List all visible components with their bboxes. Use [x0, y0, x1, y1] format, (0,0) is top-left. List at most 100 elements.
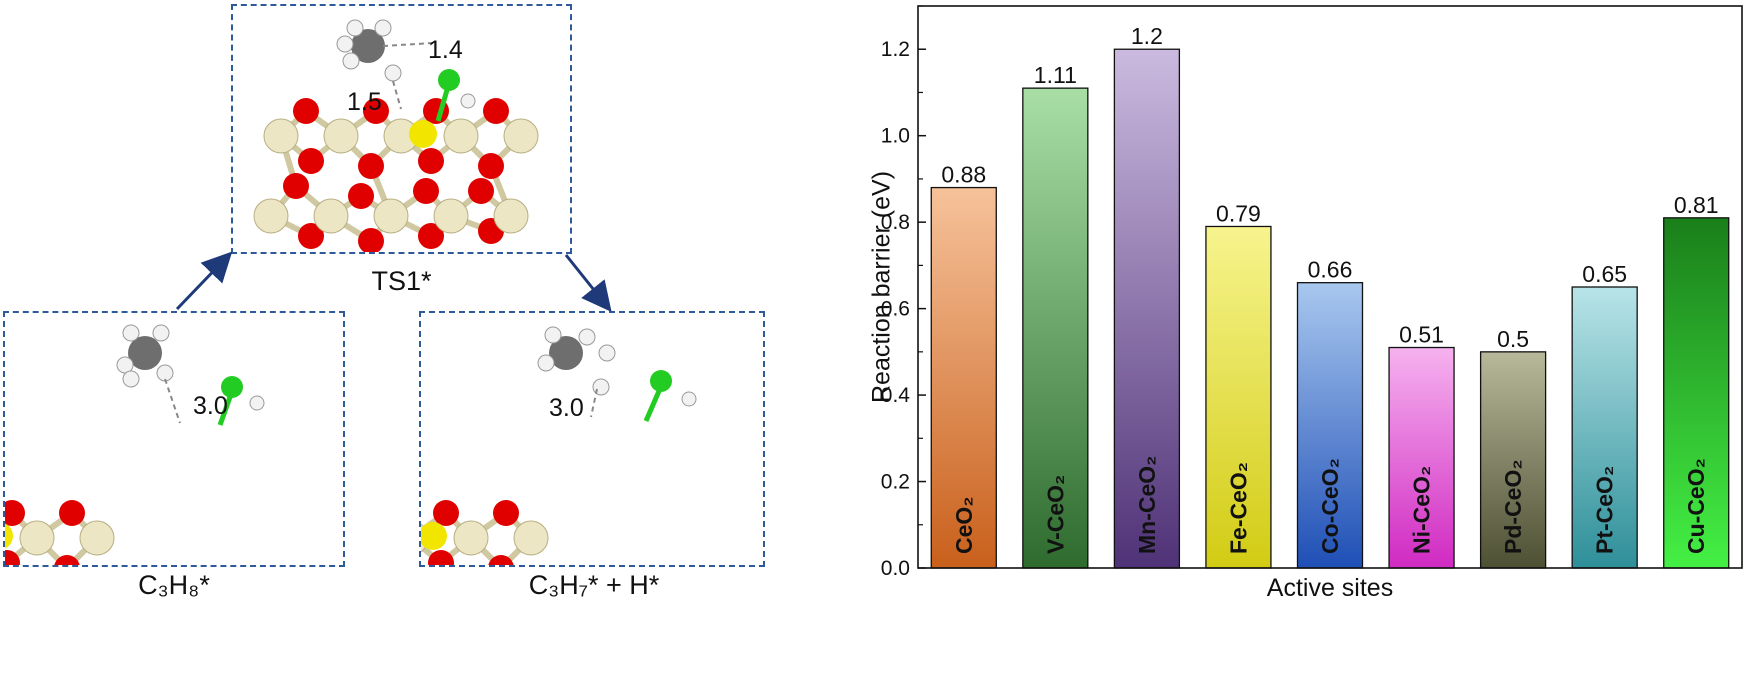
bar	[1113, 48, 1181, 569]
y-tick-label: 0.6	[881, 298, 910, 321]
propyl-fragment	[537, 326, 616, 396]
bar-value-label: 0.79	[1216, 200, 1261, 226]
bar-value-label: 0.66	[1308, 257, 1353, 283]
dopant-atom	[409, 120, 437, 148]
category-label: Fe-CeO₂	[1225, 462, 1251, 554]
cerium-atom	[253, 198, 289, 234]
chlorine-atom	[438, 69, 460, 91]
dopant-atom	[421, 522, 447, 550]
oxygen-atom	[358, 153, 384, 179]
oxygen-atom	[413, 178, 439, 204]
dopant-atom	[5, 523, 13, 549]
category-label: Mn-CeO₂	[1134, 456, 1160, 554]
cerium-atom	[263, 118, 299, 154]
oxygen-atom	[59, 500, 85, 526]
x-axis-title: Active sites	[1267, 574, 1393, 602]
cerium-atom	[513, 520, 549, 556]
distance-label: 1.5	[347, 88, 382, 116]
oxygen-atom	[298, 223, 324, 249]
oxygen-atom	[5, 500, 25, 526]
oxygen-atom	[283, 173, 309, 199]
bar	[1479, 351, 1547, 569]
oxygen-atom	[54, 555, 80, 565]
bar-value-label: 0.81	[1674, 192, 1719, 218]
bar	[930, 186, 997, 569]
propane-molecule	[116, 324, 174, 388]
oxygen-atom	[428, 550, 454, 565]
c3h8-label: C₃H₈*	[138, 570, 210, 600]
category-label: Pt-CeO₂	[1592, 466, 1618, 554]
y-axis: 0.0 0.2 0.4 0.6 0.8 1.0 1.2	[881, 5, 926, 580]
category-label: Co-CeO₂	[1317, 458, 1343, 554]
plot-frame	[917, 5, 1743, 569]
category-label: CeO₂	[951, 496, 977, 554]
category-label: Pd-CeO₂	[1500, 459, 1526, 554]
bar-value-label: 1.2	[1131, 23, 1163, 49]
category-label: Cu-CeO₂	[1683, 458, 1709, 554]
y-tick-label: 0.8	[881, 211, 910, 234]
distance-label: 3.0	[193, 392, 228, 420]
y-tick-label: 1.0	[881, 125, 910, 148]
reaction-barrier-chart: 0.88 CeO₂ 1.11 V-CeO₂ 1.2 Mn-CeO₂ 0.79 Fe-CeO₂ 0…	[868, 5, 1743, 602]
y-tick-label: 1.2	[881, 38, 910, 61]
bar	[1205, 225, 1272, 569]
oxygen-atom	[488, 555, 514, 565]
oxygen-atom	[348, 183, 374, 209]
cerium-atom	[313, 198, 349, 234]
bar-value-label: 0.65	[1582, 261, 1627, 287]
oxygen-atom	[468, 178, 494, 204]
c3h7-h-structure-panel: 3.0	[419, 311, 765, 567]
oxygen-atom	[478, 153, 504, 179]
forward-arrow	[175, 251, 233, 311]
chlorine-atom	[221, 376, 243, 398]
oxygen-atom	[433, 500, 459, 526]
chlorine-atom	[650, 370, 672, 392]
ts1-label: TS1*	[371, 266, 432, 296]
y-tick-label: 0.2	[881, 471, 910, 494]
bar-value-label: 0.5	[1497, 326, 1529, 352]
oxygen-atom	[298, 148, 324, 174]
bar	[1663, 217, 1730, 569]
y-tick-label: 0.0	[881, 557, 910, 580]
cerium-atom	[493, 198, 529, 234]
oxygen-atom	[483, 98, 509, 124]
oxygen-atom	[363, 98, 389, 124]
oxygen-atom	[293, 98, 319, 124]
reaction-arrows	[175, 251, 612, 313]
cerium-atom	[503, 118, 539, 154]
ceria-slab	[253, 98, 539, 252]
oxygen-atom	[493, 500, 519, 526]
cerium-atom	[433, 198, 469, 234]
category-label: V-CeO₂	[1042, 475, 1068, 554]
bar-value-label: 0.51	[1399, 322, 1444, 348]
bar-series: 0.88 CeO₂ 1.11 V-CeO₂ 1.2 Mn-CeO₂ 0.79 Fe-CeO₂ 0…	[930, 23, 1730, 569]
ts1-structure-image: 1.4 1.5	[253, 19, 539, 252]
propane-molecule	[336, 19, 402, 82]
ts1-structure-panel: 1.4 1.5	[231, 4, 572, 254]
distance-label: 3.0	[549, 394, 584, 422]
y-tick-label: 0.4	[881, 384, 911, 407]
y-axis-title: Reaction barrier (eV)	[868, 171, 896, 403]
bar	[1571, 286, 1638, 569]
c3h8-structure-panel: 3.0	[3, 311, 345, 567]
cerium-atom	[323, 118, 359, 154]
c3h8-structure-image: 3.0	[5, 324, 265, 565]
cerium-atom	[79, 520, 115, 556]
oxygen-atom	[5, 550, 20, 565]
oxygen-atom	[418, 223, 444, 249]
category-label: Ni-CeO₂	[1409, 466, 1435, 554]
bar	[1022, 87, 1089, 569]
bar-value-label: 1.11	[1034, 62, 1077, 88]
ceria-slab	[5, 500, 115, 565]
bar	[1388, 346, 1455, 569]
forward-arrow	[564, 254, 612, 313]
cerium-atom	[373, 198, 409, 234]
cerium-atom	[443, 118, 479, 154]
bar-value-label: 0.88	[941, 162, 986, 188]
oxygen-atom	[418, 148, 444, 174]
c3h7-h-structure-image: 3.0	[421, 326, 697, 565]
ceria-slab	[421, 500, 549, 565]
oxygen-atom	[358, 228, 384, 252]
c3h7-h-label: C₃H₇* + H*	[528, 570, 660, 600]
cerium-atom	[19, 520, 55, 556]
